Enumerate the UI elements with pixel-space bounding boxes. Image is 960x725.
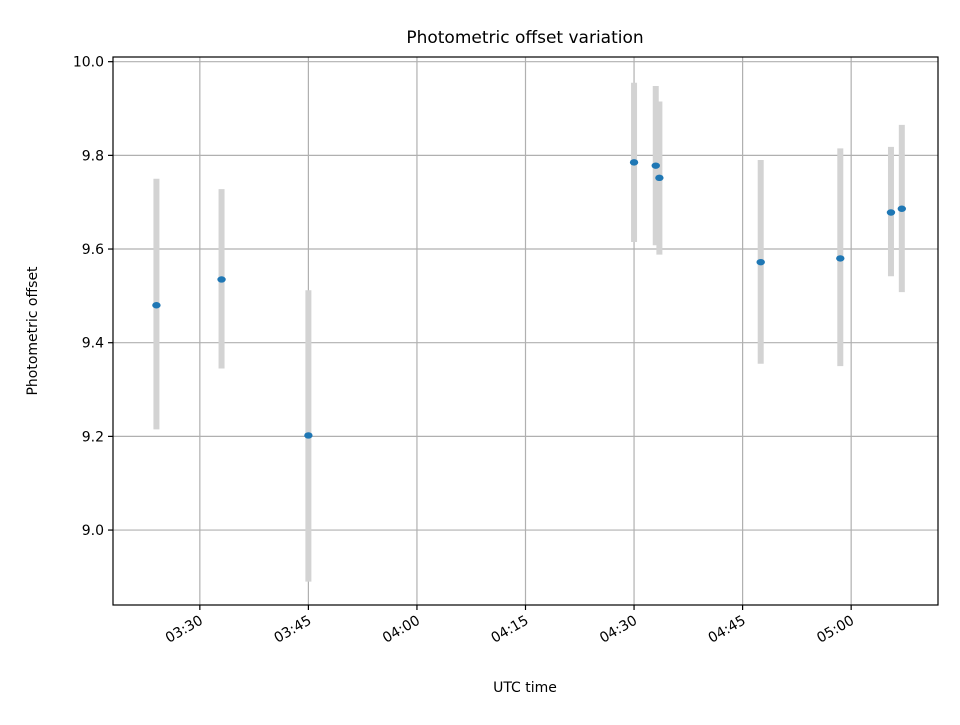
y-tick-label: 9.0	[82, 523, 104, 539]
data-point	[886, 209, 896, 216]
data-point	[217, 276, 226, 283]
data-point	[152, 302, 161, 309]
y-tick-label: 10.0	[73, 55, 104, 71]
x-tick-label: 04:45	[706, 613, 749, 647]
data-point	[304, 432, 313, 439]
data-point	[629, 159, 639, 166]
x-tick-label: 03:45	[271, 613, 314, 647]
data-point	[897, 205, 907, 212]
y-tick-label: 9.4	[82, 336, 104, 352]
data-point	[655, 174, 664, 182]
y-tick-label: 9.8	[82, 148, 104, 164]
chart-title: Photometric offset variation	[406, 28, 643, 48]
y-tick-label: 9.2	[82, 429, 104, 445]
errorbar-layer	[153, 82, 905, 582]
x-tick-label: 04:00	[380, 613, 423, 647]
x-tick-label: 04:15	[489, 613, 532, 647]
x-axis-label: UTC time	[493, 680, 557, 696]
x-tick-label: 04:30	[597, 613, 640, 647]
data-point	[651, 162, 660, 169]
y-axis-label: Photometric offset	[25, 266, 41, 396]
tick-layer: 03:30 03:45 04:00 04:15 04:30 04:45 05:00 9.0 9.…	[73, 55, 857, 647]
data-point	[836, 255, 845, 262]
y-tick-label: 9.6	[82, 242, 104, 258]
marker-layer	[152, 159, 907, 439]
x-tick-label: 03:30	[163, 613, 206, 647]
data-point	[756, 258, 765, 266]
grid-layer	[113, 57, 938, 605]
x-tick-label: 05:00	[814, 613, 857, 647]
